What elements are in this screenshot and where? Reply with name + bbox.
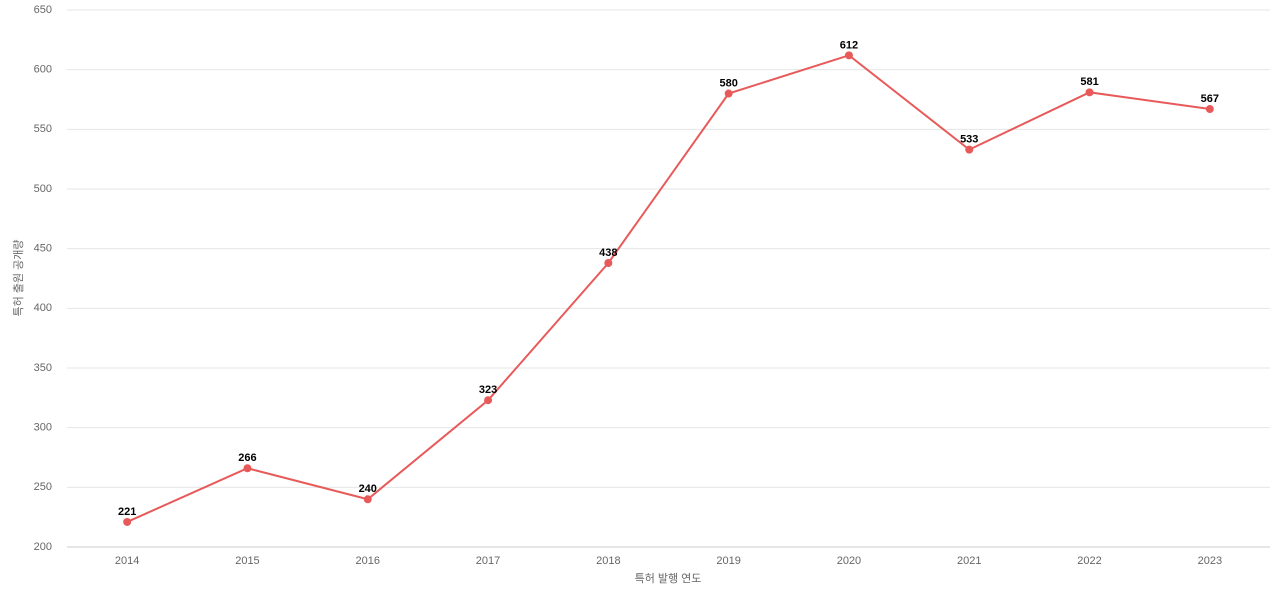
x-tick-label: 2015 [235,555,259,567]
y-tick-label: 200 [34,541,52,553]
y-tick-label: 350 [34,362,52,374]
data-label: 266 [238,452,256,464]
data-label: 240 [359,483,377,495]
data-label: 438 [599,247,617,259]
point [484,396,493,405]
point [1085,88,1094,97]
line [126,54,1210,523]
x-tick-label: 2020 [837,555,861,567]
x-tick-label: 2019 [716,555,740,567]
data-label: 580 [719,77,737,89]
data-label: 323 [479,384,497,396]
data-label: 581 [1080,76,1098,88]
y-tick-label: 650 [34,4,52,16]
y-tick-label: 300 [34,422,52,434]
point [844,51,853,60]
y-axis-label: 특허 출원 공개량 [12,240,25,317]
data-label: 612 [840,39,858,51]
y-tick-label: 400 [34,302,52,314]
x-tick-label: 2023 [1198,555,1222,567]
x-tick-label: 2021 [957,555,981,567]
x-tick-label: 2016 [356,555,380,567]
data-label: 221 [118,506,136,518]
point [604,258,613,267]
x-tick-label: 2014 [115,555,139,567]
x-tick-label: 2022 [1077,555,1101,567]
y-tick-label: 250 [34,481,52,493]
x-axis-label: 특허 발행 연도 [635,572,702,585]
y-tick-label: 550 [34,123,52,135]
point [123,517,132,526]
point [965,145,974,154]
data-label: 567 [1201,93,1219,105]
point [724,89,733,98]
y-tick-label: 450 [34,243,52,255]
point [243,464,252,473]
x-tick-label: 2017 [476,555,500,567]
point [1205,105,1214,114]
point [363,495,372,504]
y-tick-label: 600 [34,64,52,76]
data-label: 533 [960,134,978,146]
x-tick-label: 2018 [596,555,620,567]
y-tick-label: 500 [34,183,52,195]
